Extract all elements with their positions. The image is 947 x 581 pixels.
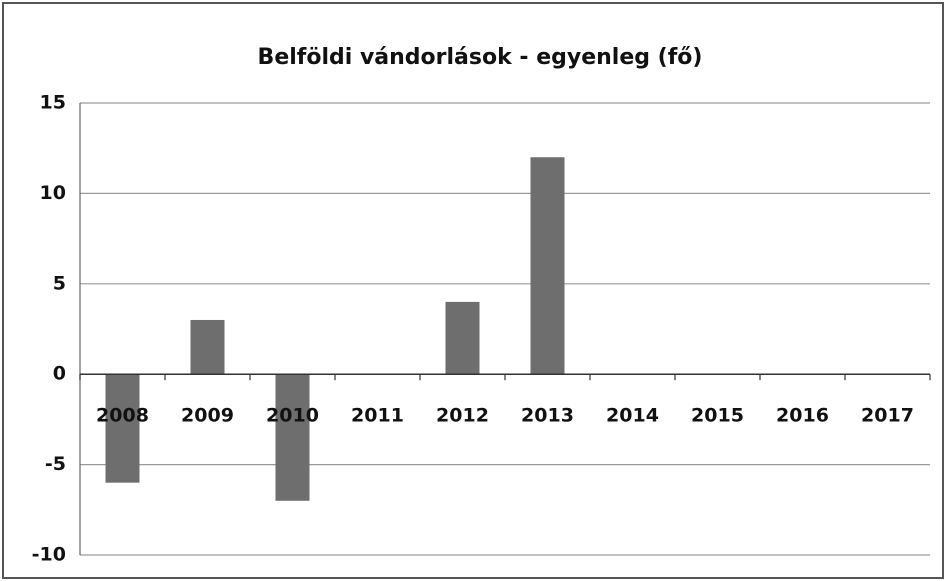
bar: [190, 319, 225, 375]
x-tick-label: 2010: [266, 405, 319, 427]
x-tick-label: 2009: [181, 405, 234, 427]
y-tick-label: 15: [40, 92, 66, 114]
x-tick-label: 2016: [776, 405, 829, 427]
bar: [530, 157, 565, 375]
chart-title: Belföldi vándorlások - egyenleg (fő): [258, 45, 703, 70]
x-tick-label: 2008: [96, 405, 149, 427]
y-tick-label: 5: [53, 272, 66, 294]
bar: [445, 301, 480, 375]
y-tick-label: -5: [45, 453, 66, 475]
x-tick-label: 2013: [521, 405, 574, 427]
y-tick-label: -10: [32, 544, 66, 566]
x-tick-label: 2012: [436, 405, 489, 427]
y-tick-label: 0: [53, 363, 66, 385]
x-tick-label: 2011: [351, 405, 404, 427]
x-tick-label: 2015: [691, 405, 744, 427]
x-tick-label: 2014: [606, 405, 659, 427]
x-tick-label: 2017: [861, 405, 914, 427]
y-tick-label: 10: [40, 182, 66, 204]
bar: [275, 374, 310, 501]
bar: [105, 374, 140, 483]
